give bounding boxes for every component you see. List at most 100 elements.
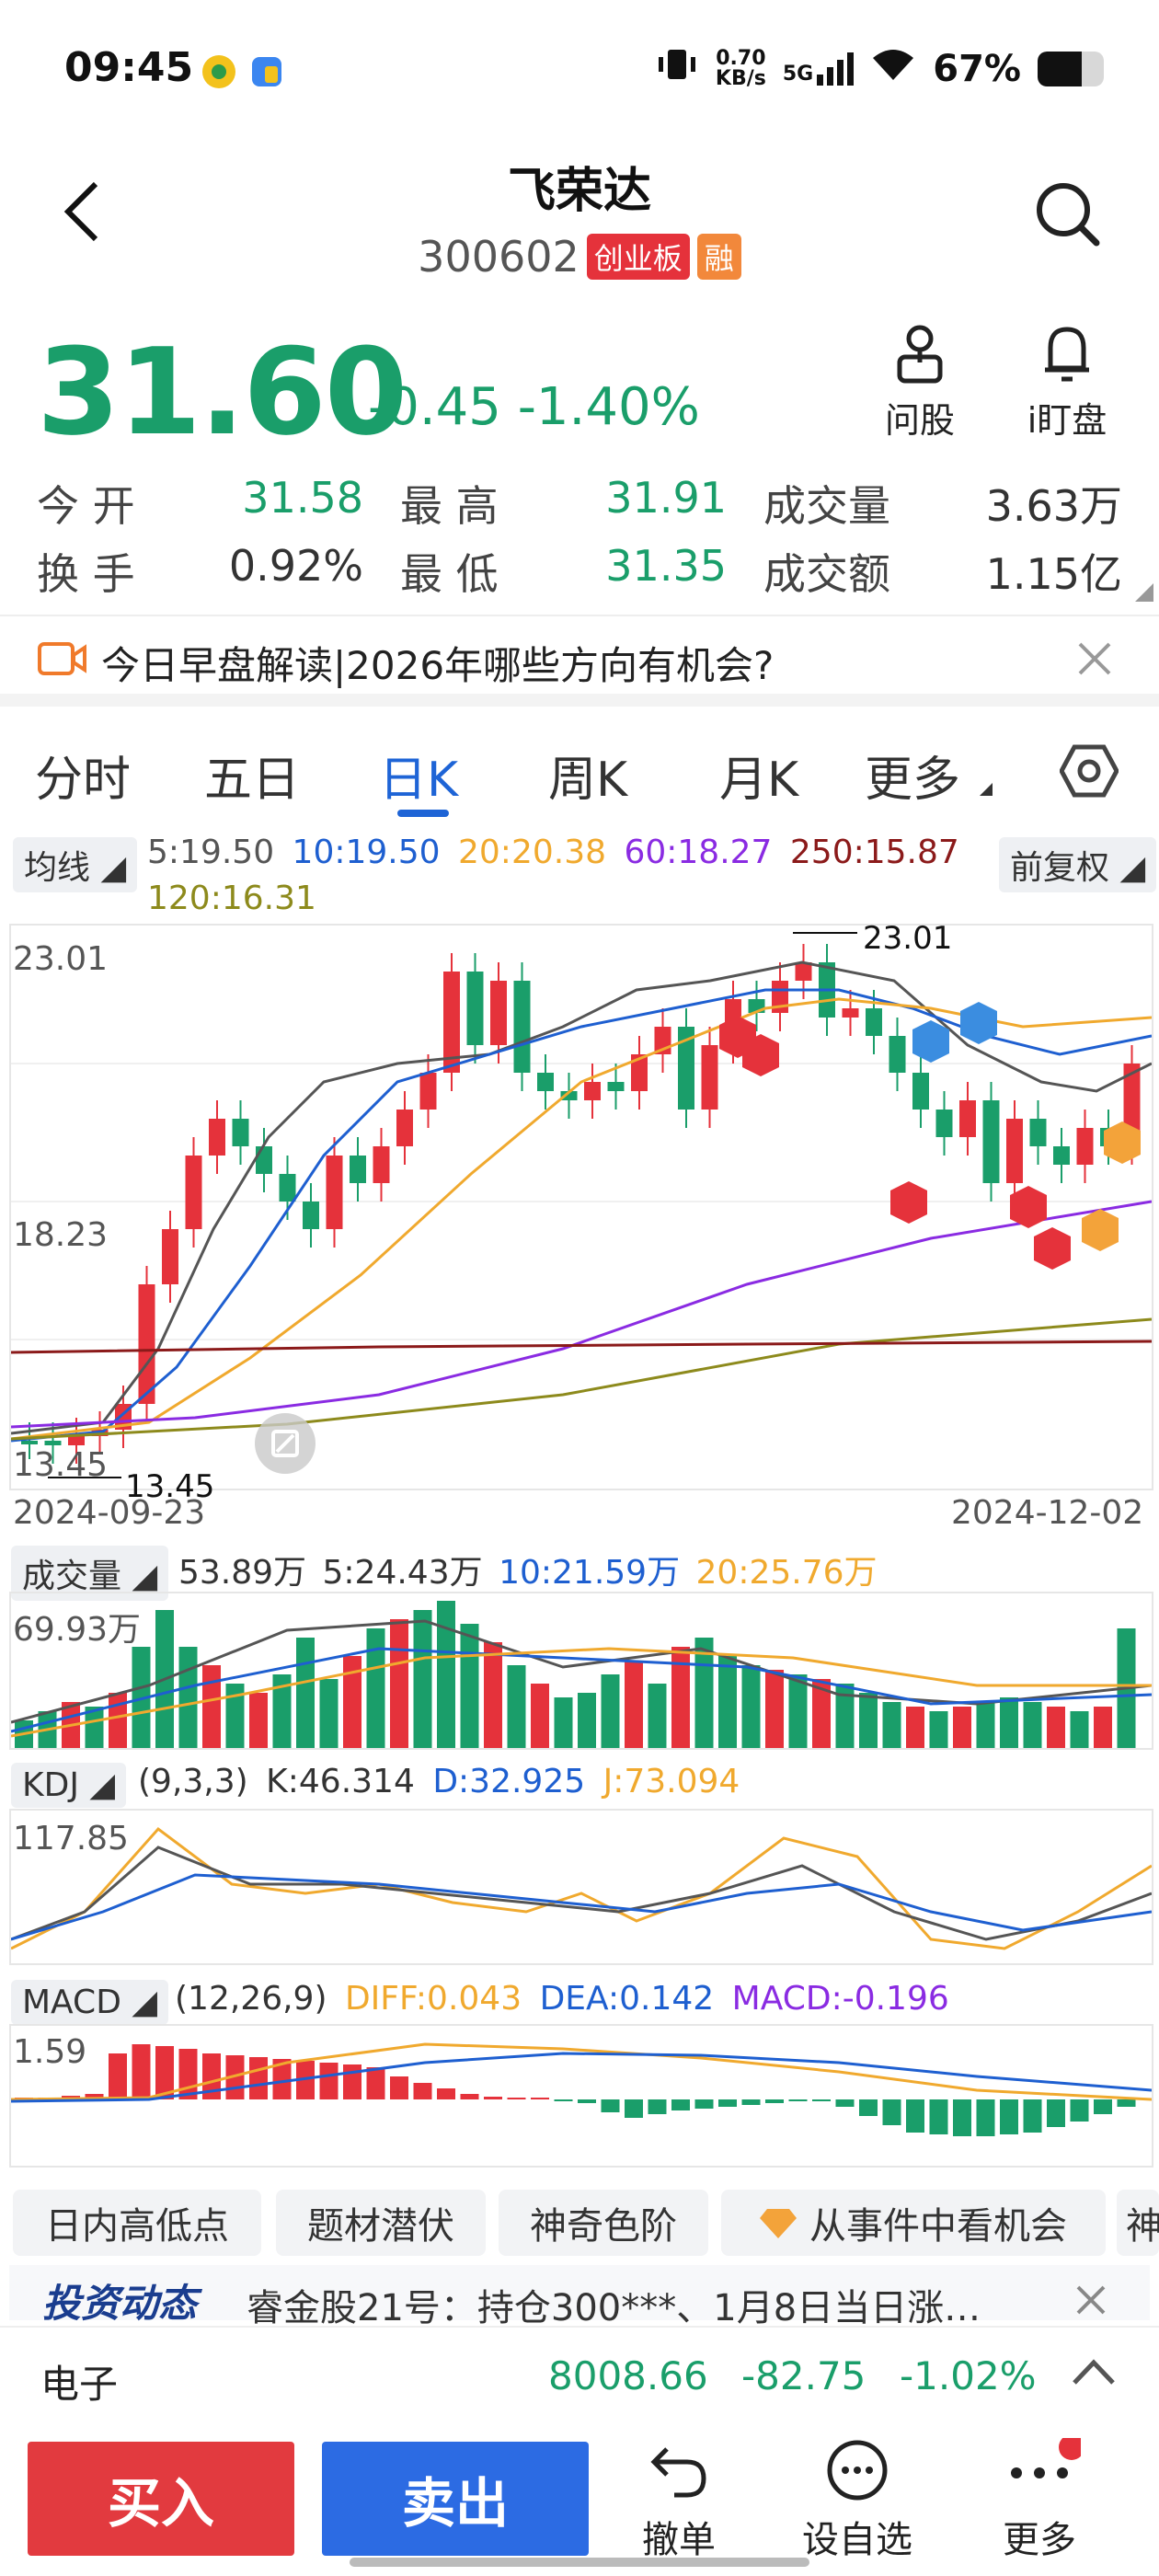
volume-bar: [671, 1647, 690, 1748]
candle: [701, 1045, 718, 1110]
volume-bar: [366, 1628, 385, 1748]
volume-bar: [765, 1670, 784, 1748]
volume-bar: [906, 1707, 924, 1748]
kdj-chart[interactable]: [9, 1809, 1153, 1965]
macd-bar: [578, 2099, 596, 2103]
signal-badge: [742, 1034, 779, 1076]
news-banner[interactable]: [0, 615, 1159, 707]
macd-svg: [11, 2042, 1152, 2136]
tag-event-opportunity[interactable]: 从事件中看机会: [721, 2190, 1106, 2256]
candle: [935, 1110, 953, 1137]
tab-daily-k[interactable]: 日K: [379, 753, 459, 808]
vol-ma5-line: [11, 1619, 1152, 1724]
macd-bar: [718, 2099, 737, 2107]
macd-bar: [366, 2067, 385, 2099]
cancel-order-button[interactable]: 撤单: [614, 2438, 743, 2563]
tab-intraday[interactable]: 分时: [35, 753, 132, 808]
signal-badge: [1082, 1209, 1119, 1251]
vibrate-icon: [655, 46, 699, 92]
kdj-selector[interactable]: KDJ ◢: [11, 1763, 127, 1808]
signal-badge: [890, 1181, 927, 1224]
undo-icon: [650, 2447, 706, 2498]
chevron-up-icon: [1073, 2359, 1115, 2385]
macd-selector[interactable]: MACD ◢: [11, 1980, 169, 2025]
volume-bar: [390, 1619, 408, 1748]
candle: [490, 981, 507, 1045]
dots-circle-icon: [827, 2440, 888, 2501]
stock-name: 飞荣达: [507, 164, 651, 219]
candle: [396, 1110, 413, 1146]
macd-bar: [953, 2099, 971, 2136]
ma-selector[interactable]: 均线 ◢: [13, 837, 138, 892]
kline-mid-label: 18.23: [13, 1216, 109, 1254]
candle: [44, 1441, 62, 1445]
candle: [678, 1027, 694, 1110]
kdj-j: J:73.094: [602, 1763, 740, 1800]
tab-more[interactable]: 更多: [865, 741, 993, 810]
candle: [466, 972, 484, 1045]
change-percent: -1.40%: [517, 377, 700, 437]
vol-current: 53.89万: [178, 1554, 307, 1592]
dynamic-news-bar[interactable]: [9, 2265, 1150, 2320]
close-news-button[interactable]: [1076, 640, 1113, 681]
sector-bar[interactable]: [0, 2326, 1159, 2418]
sector-expand-button[interactable]: [1071, 2353, 1117, 2394]
add-watchlist-label: 设自选: [802, 2519, 912, 2561]
volume-bar: [85, 1707, 104, 1748]
fullscreen-button[interactable]: [253, 1411, 317, 1479]
macd-bar: [765, 2099, 784, 2103]
watch-button[interactable]: i盯盘: [1012, 322, 1122, 443]
adjust-selector[interactable]: 前复权 ◢: [999, 837, 1157, 892]
candle: [303, 1202, 319, 1229]
diamond-icon: [760, 2209, 797, 2238]
person-icon: [897, 325, 943, 384]
cancel-order-label: 撤单: [642, 2519, 716, 2561]
candle: [162, 1229, 178, 1284]
tab-monthly-k[interactable]: 月K: [719, 753, 799, 808]
kdj-j-line: [11, 1826, 1152, 1950]
kdj-k-line: [11, 1846, 1152, 1941]
macd-chart[interactable]: [9, 2024, 1153, 2168]
tab-weekly-k[interactable]: 周K: [548, 753, 628, 808]
more-button[interactable]: 更多: [975, 2438, 1104, 2563]
macd-bar: [272, 2059, 292, 2099]
search-button[interactable]: [1030, 177, 1104, 250]
macd-top-label: 1.59: [13, 2033, 87, 2071]
candle: [279, 1174, 296, 1202]
macd-dea-line: [11, 2052, 1152, 2103]
sell-button[interactable]: 卖出: [322, 2442, 589, 2556]
macd-bar: [671, 2099, 690, 2110]
macd-bar: [319, 2063, 339, 2099]
ask-stock-button[interactable]: 问股: [865, 322, 975, 443]
macd-bar: [554, 2099, 573, 2101]
tab-more-label: 更多: [865, 753, 961, 808]
dynamic-text[interactable]: 睿金股21号：持仓300***、1月8日当日涨…: [247, 2287, 981, 2329]
kline-chart[interactable]: [9, 924, 1153, 1490]
ma-selector-label: 均线: [24, 849, 91, 887]
volume-bar: [1047, 1707, 1065, 1748]
macd-bar: [694, 2099, 714, 2109]
buy-button[interactable]: 买入: [28, 2442, 294, 2556]
macd-bar: [155, 2046, 174, 2099]
back-button[interactable]: [55, 175, 110, 248]
volume-chart[interactable]: [9, 1592, 1153, 1750]
candle: [185, 1156, 202, 1229]
close-dynamic-button[interactable]: [1074, 2283, 1107, 2320]
tag-magic-color[interactable]: 神奇色阶: [499, 2190, 708, 2256]
settings-button[interactable]: [1059, 743, 1119, 802]
amount-label: 成交额: [763, 549, 890, 599]
add-watchlist-button[interactable]: 设自选: [793, 2438, 922, 2563]
gear-icon: [1059, 744, 1119, 798]
turnover-value: 0.92%: [228, 541, 363, 591]
tab-five-day[interactable]: 五日: [204, 753, 301, 808]
tag-theme-ambush[interactable]: 题材潜伏: [276, 2190, 486, 2256]
news-text[interactable]: 今日早盘解读|2026年哪些方向有机会?: [101, 643, 775, 688]
macd-bar: [625, 2099, 643, 2118]
tag-intraday-high-low[interactable]: 日内高低点: [13, 2190, 261, 2256]
tag-overflow[interactable]: 神: [1117, 2190, 1159, 2256]
expand-corner-icon[interactable]: [1135, 583, 1153, 605]
candle: [560, 1091, 578, 1100]
candle: [982, 1100, 1000, 1183]
volume-bar: [625, 1661, 643, 1748]
app-notification-icon-2: [248, 53, 285, 94]
